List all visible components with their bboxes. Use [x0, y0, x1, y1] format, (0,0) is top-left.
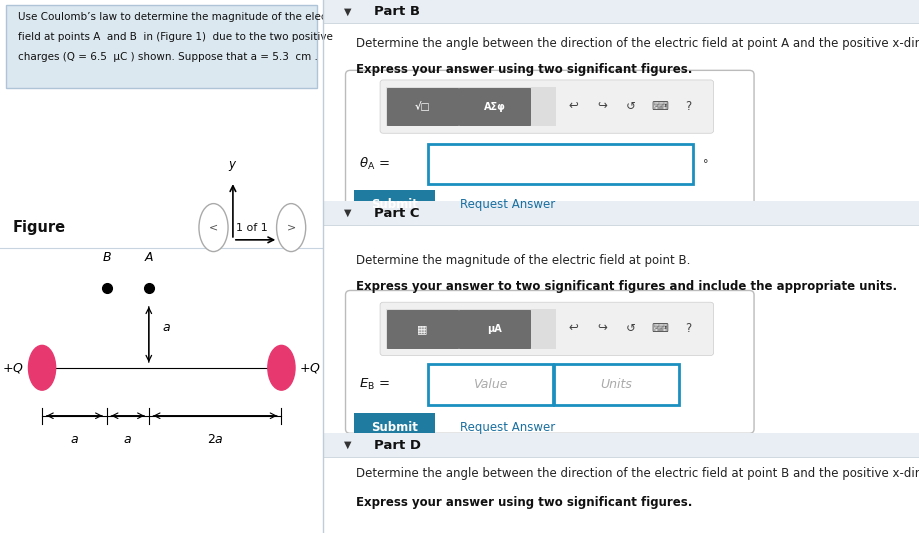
- Text: Determine the angle between the direction of the electric field at point B and t: Determine the angle between the directio…: [357, 467, 919, 480]
- Text: Express your answer using two significant figures.: Express your answer using two significan…: [357, 63, 693, 76]
- Text: ↩: ↩: [569, 322, 579, 335]
- Text: Express your answer using two significant figures.: Express your answer using two significan…: [357, 496, 693, 508]
- FancyBboxPatch shape: [346, 290, 754, 433]
- Text: $a$: $a$: [123, 433, 132, 446]
- FancyBboxPatch shape: [323, 0, 919, 23]
- Text: 1 of 1: 1 of 1: [236, 223, 268, 232]
- Text: $\theta_\mathrm{A}$ =: $\theta_\mathrm{A}$ =: [359, 156, 390, 172]
- FancyBboxPatch shape: [554, 364, 679, 405]
- Circle shape: [267, 345, 295, 390]
- FancyBboxPatch shape: [6, 5, 317, 88]
- Text: Figure: Figure: [13, 220, 66, 235]
- FancyBboxPatch shape: [427, 144, 693, 184]
- Text: >: >: [287, 223, 296, 232]
- Text: $x$: $x$: [283, 233, 292, 246]
- Text: ↪: ↪: [597, 100, 607, 113]
- Text: Submit: Submit: [371, 198, 418, 211]
- Text: Value: Value: [473, 378, 507, 391]
- Text: ▼: ▼: [344, 208, 351, 218]
- Text: $a$: $a$: [70, 433, 79, 446]
- Text: ?: ?: [685, 100, 691, 113]
- FancyBboxPatch shape: [460, 88, 530, 125]
- Text: ⌨: ⌨: [651, 100, 668, 113]
- Text: Submit: Submit: [371, 421, 418, 434]
- Text: field at points A  and B  in (Figure 1)  due to the two positive: field at points A and B in (Figure 1) du…: [17, 32, 333, 42]
- Text: ↺: ↺: [626, 100, 636, 113]
- Text: Determine the magnitude of the electric field at point B.: Determine the magnitude of the electric …: [357, 254, 690, 266]
- Text: ↺: ↺: [626, 322, 636, 335]
- FancyBboxPatch shape: [387, 88, 458, 125]
- Text: Determine the angle between the direction of the electric field at point A and t: Determine the angle between the directio…: [357, 37, 919, 50]
- Text: μA: μA: [487, 324, 502, 334]
- Text: Part C: Part C: [374, 207, 420, 220]
- Text: √□: √□: [414, 102, 430, 111]
- FancyBboxPatch shape: [387, 310, 458, 348]
- FancyBboxPatch shape: [380, 302, 713, 356]
- FancyBboxPatch shape: [323, 201, 919, 225]
- Text: Express your answer to two significant figures and include the appropriate units: Express your answer to two significant f…: [357, 280, 897, 293]
- FancyBboxPatch shape: [355, 413, 436, 444]
- Text: Units: Units: [600, 378, 632, 391]
- Circle shape: [28, 345, 56, 390]
- FancyBboxPatch shape: [355, 190, 436, 221]
- Text: $A$: $A$: [143, 251, 154, 264]
- Text: ⌨: ⌨: [651, 322, 668, 335]
- Text: ↪: ↪: [597, 322, 607, 335]
- Text: °: °: [703, 159, 709, 169]
- Text: $a$: $a$: [162, 321, 171, 334]
- Text: ▼: ▼: [344, 7, 351, 17]
- Text: $+Q$: $+Q$: [300, 361, 321, 375]
- FancyBboxPatch shape: [323, 433, 919, 457]
- Text: Request Answer: Request Answer: [460, 198, 556, 211]
- Text: Part B: Part B: [374, 5, 420, 18]
- FancyBboxPatch shape: [386, 309, 556, 349]
- Text: charges (Q = 6.5  μC ) shown. Suppose that a = 5.3  cm .: charges (Q = 6.5 μC ) shown. Suppose tha…: [17, 52, 318, 62]
- Circle shape: [199, 204, 228, 252]
- Text: Part D: Part D: [374, 439, 421, 451]
- Circle shape: [277, 204, 306, 252]
- Text: $y$: $y$: [228, 159, 238, 173]
- Text: $2a$: $2a$: [207, 433, 223, 446]
- Text: ?: ?: [685, 322, 691, 335]
- Text: ▦: ▦: [417, 324, 428, 334]
- Text: Use Coulomb’s law to determine the magnitude of the electric: Use Coulomb’s law to determine the magni…: [17, 12, 344, 22]
- Text: AΣφ: AΣφ: [483, 102, 505, 111]
- Text: ▼: ▼: [344, 440, 351, 450]
- Text: ↩: ↩: [569, 100, 579, 113]
- Text: <: <: [209, 223, 218, 232]
- FancyBboxPatch shape: [346, 70, 754, 208]
- FancyBboxPatch shape: [460, 310, 530, 348]
- Text: $E_\mathrm{B}$ =: $E_\mathrm{B}$ =: [359, 377, 391, 392]
- FancyBboxPatch shape: [386, 87, 556, 126]
- Text: $B$: $B$: [102, 251, 111, 264]
- Text: Request Answer: Request Answer: [460, 421, 556, 434]
- FancyBboxPatch shape: [380, 80, 713, 133]
- FancyBboxPatch shape: [427, 364, 552, 405]
- Text: $+Q$: $+Q$: [3, 361, 24, 375]
